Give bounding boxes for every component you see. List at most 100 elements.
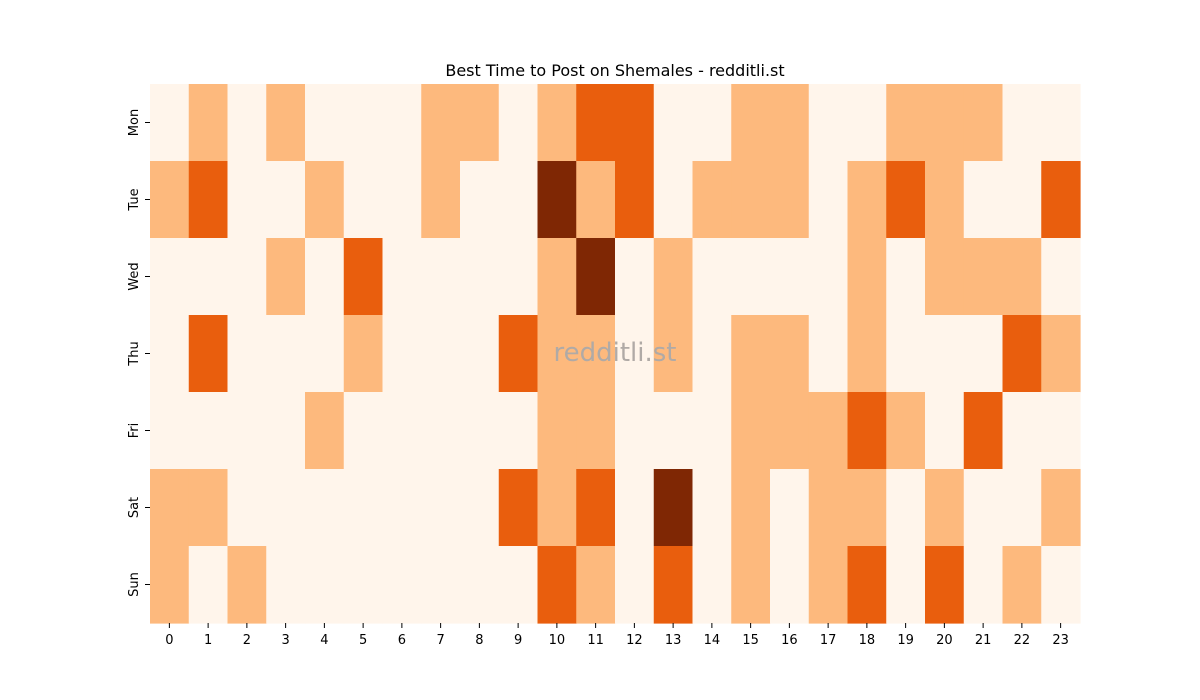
heatmap-cell [731, 238, 771, 316]
heatmap-cell [1002, 161, 1042, 239]
heatmap-cell [653, 238, 694, 316]
heatmap-cell [692, 546, 732, 624]
heatmap-cells [150, 84, 1081, 624]
x-tick-label: 11 [587, 633, 604, 648]
heatmap-cell [886, 469, 926, 547]
heatmap-cell [460, 84, 500, 162]
heatmap-cell [963, 315, 1004, 393]
heatmap-cell [537, 392, 577, 470]
heatmap-cell [615, 546, 655, 624]
watermark: redditli.st [554, 338, 677, 368]
x-tick-label: 23 [1052, 633, 1069, 648]
heatmap-cell [305, 469, 345, 547]
heatmap-cell [963, 392, 1004, 470]
heatmap-cell [150, 315, 190, 393]
heatmap-cell [576, 546, 616, 624]
heatmap-cell [1041, 161, 1081, 239]
heatmap-cell [576, 84, 616, 162]
heatmap-cell [770, 469, 810, 547]
heatmap-cell [266, 238, 306, 316]
heatmap-cell [1041, 546, 1081, 624]
heatmap-cell [847, 84, 887, 162]
y-tick-label: Wed [127, 262, 142, 290]
heatmap-cell [692, 161, 732, 239]
heatmap-cell [343, 546, 384, 624]
heatmap-cell [421, 84, 461, 162]
heatmap-cell [731, 161, 771, 239]
heatmap-cell [537, 469, 577, 547]
heatmap-cell [460, 469, 500, 547]
heatmap-cell [188, 84, 229, 162]
heatmap-cell [847, 238, 887, 316]
heatmap-cell [498, 546, 539, 624]
heatmap-cell [1041, 315, 1081, 393]
heatmap-cell [925, 315, 965, 393]
heatmap-cell [498, 238, 539, 316]
heatmap-cell [305, 84, 345, 162]
heatmap-cell [1002, 84, 1042, 162]
heatmap-cell [653, 315, 694, 393]
x-tick-label: 4 [320, 633, 328, 648]
heatmap-cell [808, 161, 849, 239]
heatmap-cell [421, 392, 461, 470]
heatmap-cell [653, 84, 694, 162]
x-tick-label: 13 [665, 633, 682, 648]
heatmap-cell [227, 546, 267, 624]
heatmap-cell [460, 546, 500, 624]
heatmap-cell [770, 84, 810, 162]
x-tick-label: 2 [243, 633, 251, 648]
chart-title: Best Time to Post on Shemales - redditli… [445, 61, 784, 80]
heatmap-cell [692, 84, 732, 162]
heatmap-cell [537, 238, 577, 316]
heatmap-cell [615, 315, 655, 393]
heatmap-cell [886, 392, 926, 470]
heatmap-cell [382, 469, 422, 547]
heatmap-cell [963, 238, 1004, 316]
x-axis: 0 1 2 3 4 5 6 7 8 9 10 11 12 13 14 15 16 17 18 19 20 21 22 23 [165, 623, 1069, 648]
heatmap-cell [731, 469, 771, 547]
heatmap-cell [537, 84, 577, 162]
heatmap-cell [227, 238, 267, 316]
x-tick-label: 9 [514, 633, 522, 648]
heatmap-cell [343, 161, 384, 239]
heatmap-cell [886, 84, 926, 162]
heatmap-cell [498, 161, 539, 239]
heatmap-cell [615, 392, 655, 470]
heatmap-cell [808, 315, 849, 393]
x-tick-label: 1 [204, 633, 212, 648]
heatmap-cell [770, 546, 810, 624]
heatmap-cell [460, 315, 500, 393]
heatmap-cell [382, 392, 422, 470]
heatmap-cell [731, 546, 771, 624]
heatmap-cell [498, 84, 539, 162]
heatmap-cell [305, 315, 345, 393]
heatmap-cell [382, 238, 422, 316]
heatmap-cell [460, 238, 500, 316]
heatmap-cell [227, 84, 267, 162]
heatmap-cell [382, 84, 422, 162]
heatmap-cell [498, 469, 539, 547]
y-tick-label: Fri [127, 423, 142, 439]
heatmap-cell [886, 315, 926, 393]
heatmap-cell [1002, 546, 1042, 624]
x-tick-label: 3 [281, 633, 289, 648]
heatmap-cell [305, 238, 345, 316]
heatmap-cell [227, 315, 267, 393]
x-tick-label: 7 [436, 633, 444, 648]
heatmap-cell [421, 546, 461, 624]
heatmap-cell [1041, 238, 1081, 316]
heatmap-cell [770, 161, 810, 239]
x-tick-label: 8 [475, 633, 483, 648]
x-tick-label: 14 [704, 633, 721, 648]
y-tick-label: Sat [127, 497, 142, 518]
heatmap-cell [305, 392, 345, 470]
heatmap-cell [847, 315, 887, 393]
heatmap-cell [266, 546, 306, 624]
heatmap-cell [886, 238, 926, 316]
heatmap-cell [692, 238, 732, 316]
heatmap-cell [925, 161, 965, 239]
heatmap-cell [808, 392, 849, 470]
y-tick-label: Sun [127, 572, 142, 597]
